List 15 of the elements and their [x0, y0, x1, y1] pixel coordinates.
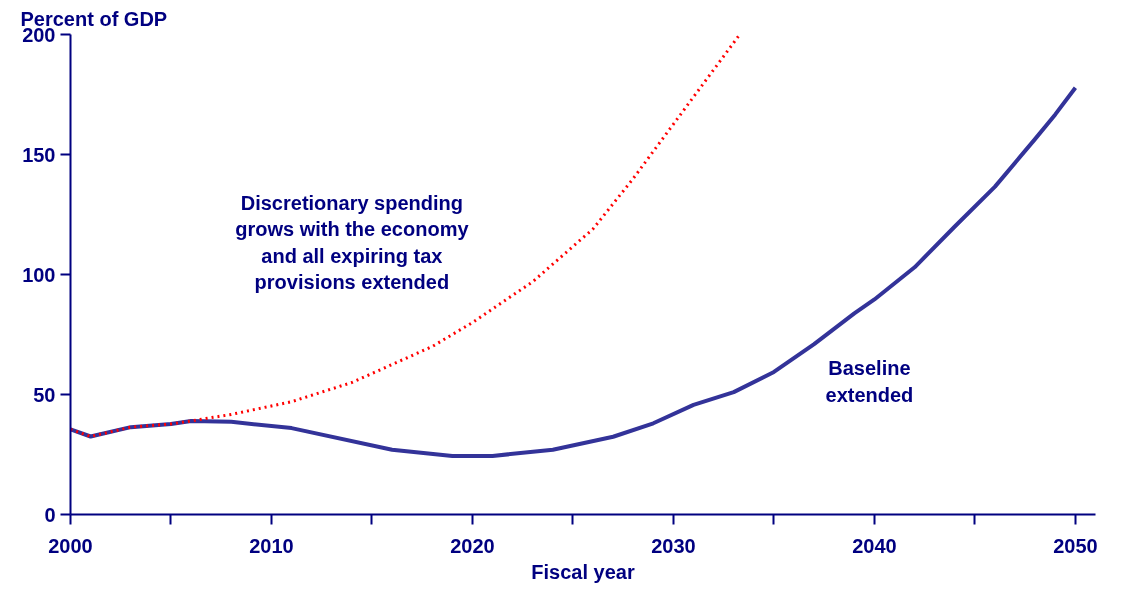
- x-tick-label: 2040: [852, 534, 897, 557]
- x-tick-label: 2020: [450, 534, 495, 557]
- x-tick-label: 2010: [249, 534, 294, 557]
- series-label: Baseline extended: [825, 357, 914, 406]
- x-tick-label: 2050: [1053, 534, 1098, 557]
- line-series: [70, 34, 742, 438]
- y-tick-label: 0: [44, 503, 56, 526]
- x-axis-title: Fiscal year: [531, 560, 635, 583]
- series-label: Discretionary spending grows with the economy and all expiring tax provisions extended: [235, 191, 470, 294]
- y-tick-label: 100: [22, 263, 56, 286]
- y-tick-label: 50: [33, 383, 56, 406]
- x-tick-label: 2000: [48, 534, 93, 557]
- line-series: [70, 85, 1078, 458]
- y-tick-label: 150: [22, 143, 56, 166]
- x-tick-label: 2030: [651, 534, 696, 557]
